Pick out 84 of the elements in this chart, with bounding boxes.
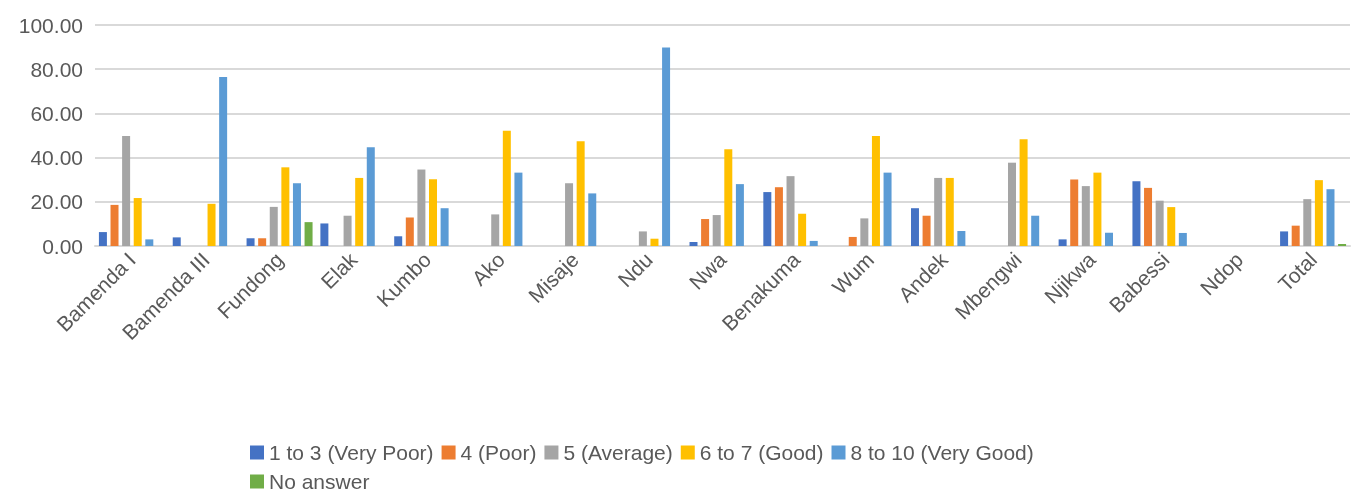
bar bbox=[712, 215, 721, 246]
bar bbox=[1031, 215, 1040, 246]
bar bbox=[1291, 225, 1300, 246]
bar bbox=[246, 238, 255, 246]
bar bbox=[883, 172, 892, 246]
bar bbox=[809, 240, 818, 246]
bar bbox=[871, 135, 880, 246]
bar bbox=[565, 183, 574, 246]
bar bbox=[98, 232, 107, 246]
bar bbox=[701, 219, 710, 246]
y-tick-label: 100.00 bbox=[18, 13, 83, 37]
bar bbox=[689, 242, 698, 246]
x-tick-label: Elak bbox=[316, 247, 362, 293]
bar bbox=[281, 167, 290, 246]
bar bbox=[934, 177, 943, 246]
bar bbox=[860, 218, 869, 246]
bar bbox=[638, 231, 647, 246]
bar bbox=[122, 135, 131, 246]
bar bbox=[269, 206, 278, 246]
bar bbox=[1007, 162, 1016, 246]
bar bbox=[304, 222, 313, 246]
bar bbox=[588, 193, 597, 246]
legend-label: 5 (Average) bbox=[563, 441, 673, 464]
bar bbox=[1081, 186, 1090, 246]
bar bbox=[848, 236, 857, 246]
bar bbox=[1132, 181, 1141, 246]
bar bbox=[1178, 232, 1187, 246]
bar bbox=[1105, 232, 1114, 246]
y-tick-label: 0.00 bbox=[42, 234, 83, 258]
bar bbox=[110, 204, 119, 246]
y-tick-label: 20.00 bbox=[30, 190, 83, 214]
y-tick-label: 60.00 bbox=[30, 101, 83, 125]
bar bbox=[662, 47, 671, 246]
bar bbox=[394, 236, 403, 246]
bar bbox=[1058, 239, 1067, 246]
bar bbox=[491, 214, 500, 246]
bar bbox=[366, 147, 375, 246]
bar bbox=[724, 149, 733, 246]
bar bbox=[735, 184, 744, 246]
legend-label: No answer bbox=[269, 470, 370, 493]
bar bbox=[172, 237, 181, 246]
bar bbox=[1303, 199, 1312, 246]
bar bbox=[258, 238, 267, 246]
bar bbox=[343, 215, 352, 246]
bar bbox=[1019, 139, 1028, 246]
bar bbox=[763, 192, 772, 246]
bar bbox=[1093, 172, 1102, 246]
bar bbox=[133, 198, 142, 246]
x-tick-label: Ako bbox=[467, 247, 510, 290]
bar bbox=[798, 213, 807, 246]
x-tick-label: Ndu bbox=[613, 247, 657, 292]
bar bbox=[910, 208, 919, 246]
bar bbox=[502, 130, 511, 246]
bar bbox=[145, 239, 154, 246]
bar bbox=[514, 172, 523, 246]
bar bbox=[957, 230, 966, 246]
bar bbox=[786, 176, 795, 246]
bar bbox=[1326, 189, 1335, 246]
y-tick-label: 80.00 bbox=[30, 57, 83, 81]
bar bbox=[650, 238, 659, 246]
bar bbox=[405, 217, 414, 246]
bar bbox=[1070, 179, 1079, 246]
bar bbox=[219, 76, 228, 246]
bar bbox=[922, 215, 931, 246]
legend-label: 4 (Poor) bbox=[460, 441, 537, 464]
bar bbox=[429, 179, 438, 246]
bar bbox=[440, 208, 449, 246]
y-tick-label: 40.00 bbox=[30, 146, 83, 170]
bar bbox=[945, 177, 954, 246]
bar bbox=[774, 187, 783, 246]
bar bbox=[1280, 231, 1289, 246]
bar bbox=[320, 223, 329, 246]
bar bbox=[355, 177, 364, 246]
bar bbox=[207, 203, 216, 246]
bar bbox=[576, 141, 585, 246]
bar bbox=[292, 183, 301, 246]
bar bbox=[1155, 200, 1164, 246]
legend-label: 8 to 10 (Very Good) bbox=[850, 441, 1034, 464]
bar bbox=[1167, 207, 1176, 246]
legend-label: 1 to 3 (Very Poor) bbox=[269, 441, 434, 464]
bar bbox=[417, 169, 426, 246]
bar bbox=[1314, 180, 1323, 246]
bar bbox=[1144, 187, 1153, 246]
legend-label: 6 to 7 (Good) bbox=[699, 441, 824, 464]
